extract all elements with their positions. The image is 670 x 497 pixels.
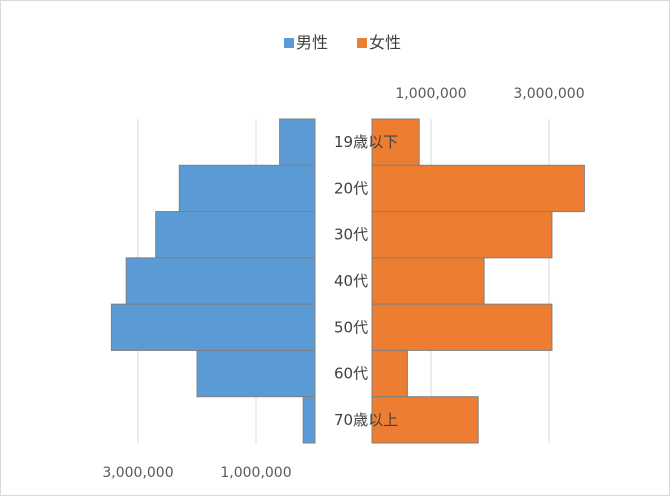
bar-female-4 bbox=[371, 257, 485, 305]
legend-label-male: 男性 bbox=[296, 33, 328, 52]
category-labels: 19歳以下 20代 30代 40代 50代 60代 70歳以上 bbox=[334, 133, 398, 429]
bar-female-5 bbox=[371, 303, 553, 351]
bar-male-6 bbox=[196, 349, 316, 398]
bar-male-3 bbox=[155, 211, 316, 259]
category-label-6: 60代 bbox=[334, 365, 368, 383]
legend-swatch-male bbox=[284, 38, 294, 48]
category-label-7: 70歳以上 bbox=[334, 411, 398, 429]
bar-female-2 bbox=[371, 164, 585, 213]
right-axis-tick-1: 1,000,000 bbox=[395, 86, 466, 102]
bars bbox=[110, 118, 585, 444]
bar-female-3 bbox=[371, 211, 553, 259]
legend-label-female: 女性 bbox=[369, 33, 401, 52]
left-axis-tick-1: 3,000,000 bbox=[102, 465, 173, 481]
category-label-3: 30代 bbox=[334, 226, 368, 244]
bar-male-7 bbox=[302, 396, 316, 444]
category-label-1: 19歳以下 bbox=[334, 133, 398, 151]
legend-swatch-female bbox=[357, 38, 367, 48]
left-axis-tick-2: 1,000,000 bbox=[220, 465, 291, 481]
bar-female-7 bbox=[371, 396, 479, 444]
right-axis-tick-2: 3,000,000 bbox=[513, 86, 584, 102]
legend: 男性 女性 bbox=[284, 33, 401, 52]
bar-male-5 bbox=[110, 303, 316, 351]
axis-tick-labels: 3,000,000 1,000,000 1,000,000 3,000,000 bbox=[102, 86, 584, 481]
bar-male-2 bbox=[178, 164, 316, 213]
category-label-5: 50代 bbox=[334, 318, 368, 336]
bar-male-4 bbox=[125, 257, 316, 305]
bar-female-6 bbox=[371, 349, 408, 398]
category-label-2: 20代 bbox=[334, 179, 368, 197]
bar-male-1 bbox=[279, 118, 316, 166]
category-label-4: 40代 bbox=[334, 272, 368, 290]
